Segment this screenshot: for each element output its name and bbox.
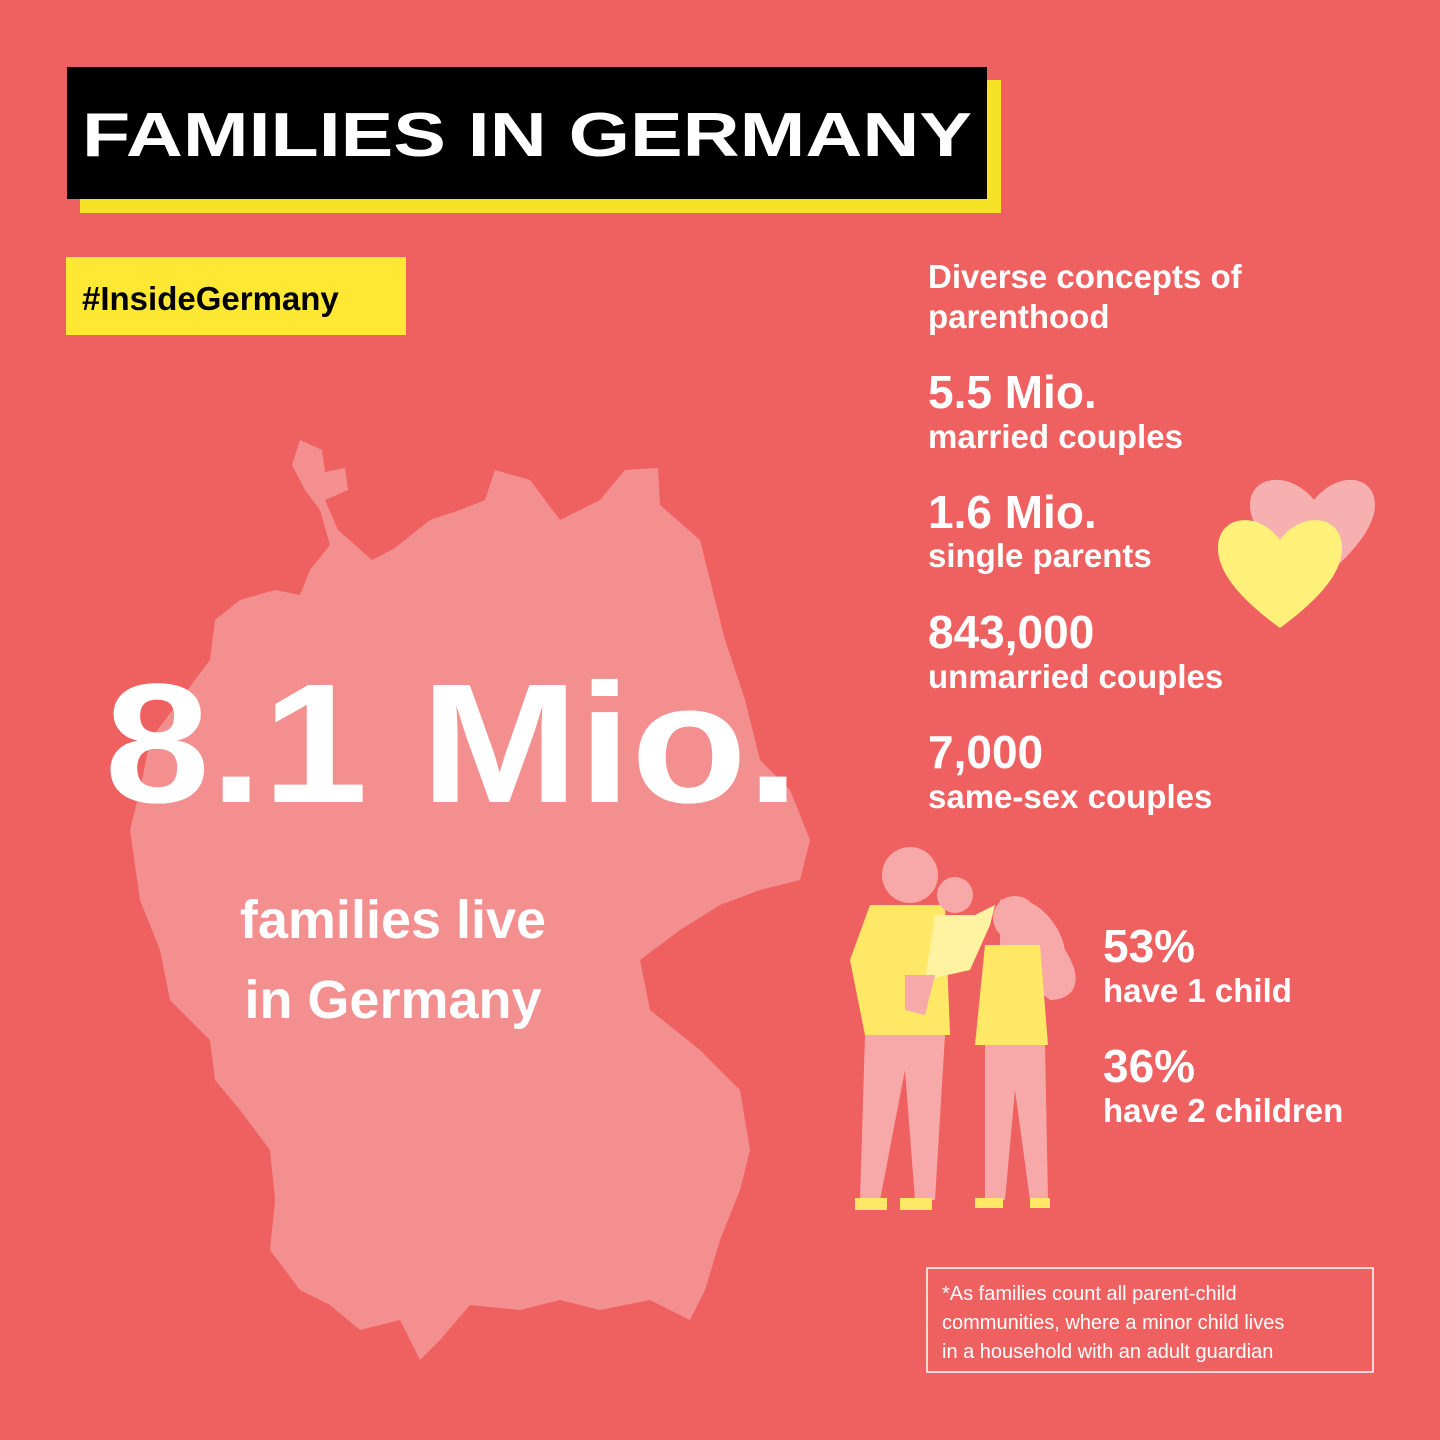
child-value: 53% [1103,920,1195,972]
stat-label: married couples [928,418,1183,455]
stat-value: 1.6 Mio. [928,486,1097,538]
main-caption: families live [240,890,546,950]
child-label: have 2 children [1103,1092,1343,1129]
footnote: communities, where a minor child lives [942,1312,1284,1334]
main-caption: in Germany [244,970,541,1030]
title: FAMILIES IN GERMANY [82,101,972,170]
germany-map [130,440,810,1360]
hashtag-box [66,257,406,335]
main-value: 8.1 Mio. [105,649,800,839]
stat-label: same-sex couples [928,778,1212,815]
heart-yellow [1218,520,1342,628]
footnote: *As families count all parent-child [942,1283,1237,1305]
stats-heading: parenthood [928,298,1109,335]
stat-value: 5.5 Mio. [928,366,1097,418]
stat-value: 7,000 [928,726,1043,778]
stat-value: 843,000 [928,606,1094,658]
stats-heading: Diverse concepts of [928,258,1243,295]
footnote: in a household with an adult guardian [942,1341,1273,1363]
footnote-box [926,1267,1374,1373]
hashtag: #InsideGermany [82,280,339,317]
child-value: 36% [1103,1040,1195,1092]
family-illustration [850,847,1076,1210]
stat-label: unmarried couples [928,658,1223,695]
stat-label: single parents [928,537,1152,574]
title-box [67,67,987,199]
child-label: have 1 child [1103,972,1292,1009]
